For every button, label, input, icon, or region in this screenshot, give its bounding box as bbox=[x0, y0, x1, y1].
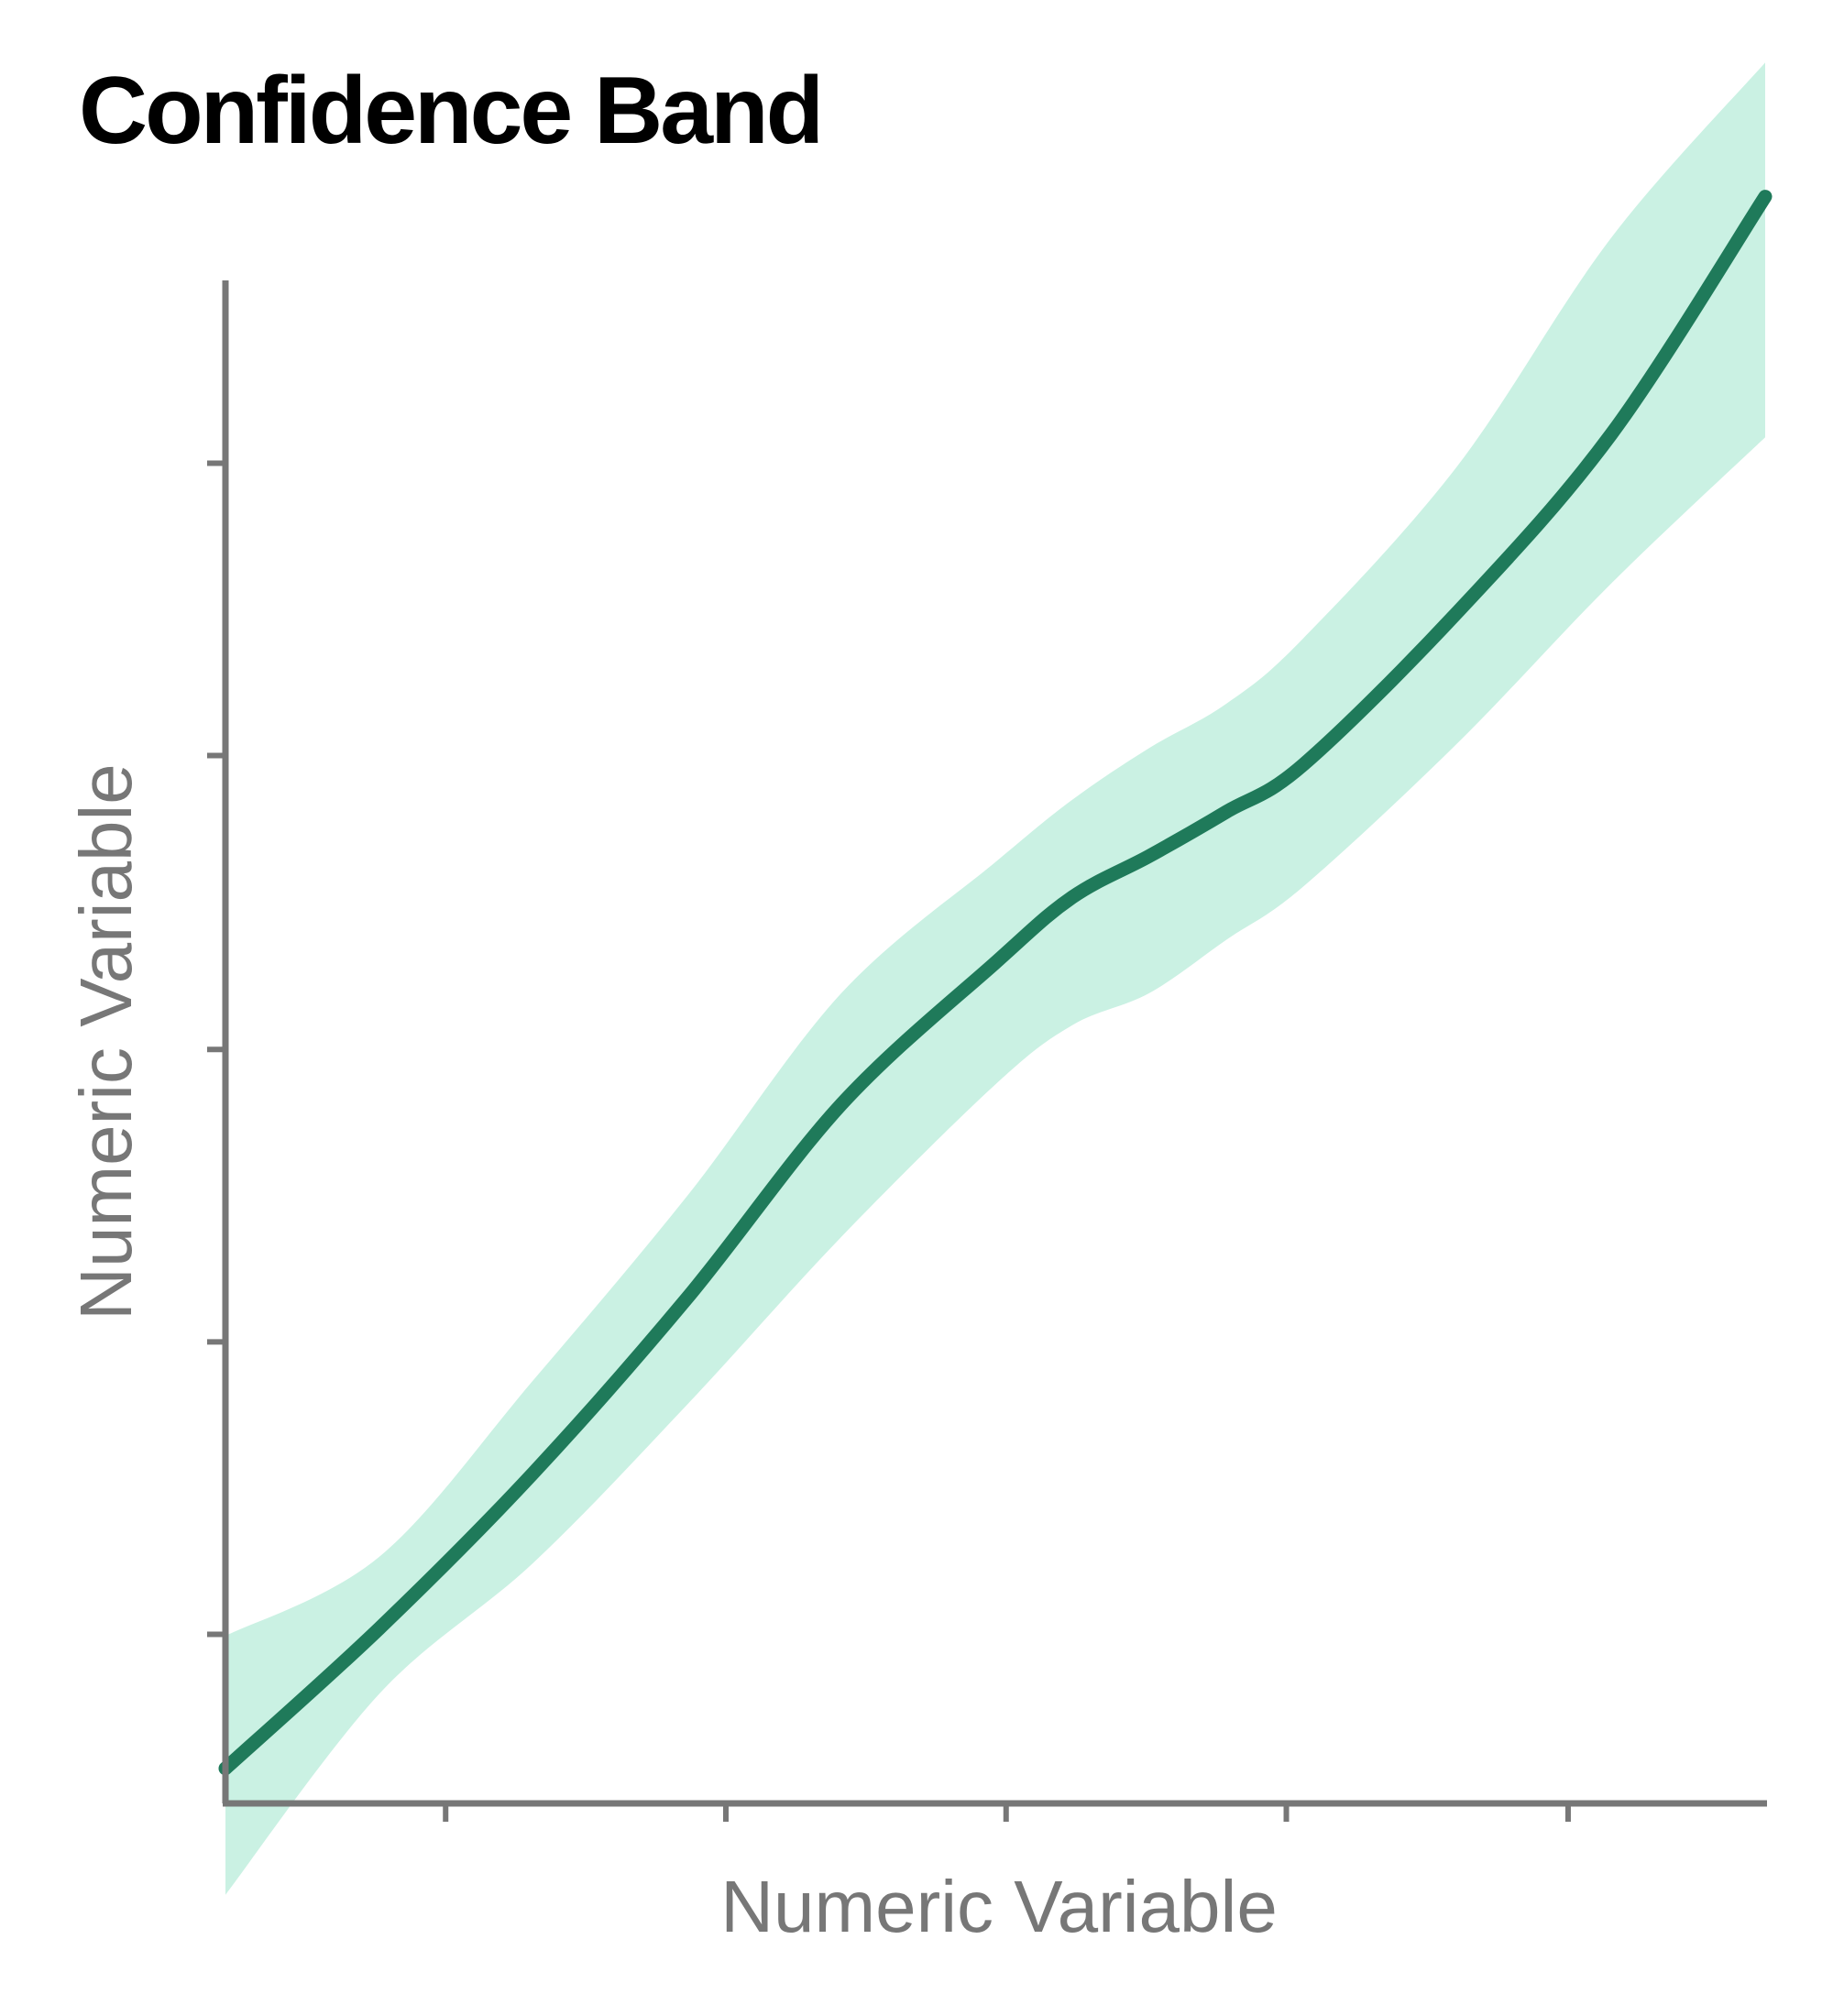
chart-title: Confidence Band bbox=[79, 58, 824, 164]
x-axis-title: Numeric Variable bbox=[720, 1866, 1278, 1947]
confidence-band bbox=[225, 62, 1765, 1895]
y-axis-title: Numeric Variable bbox=[65, 763, 147, 1320]
fit-line bbox=[218, 190, 1773, 1776]
